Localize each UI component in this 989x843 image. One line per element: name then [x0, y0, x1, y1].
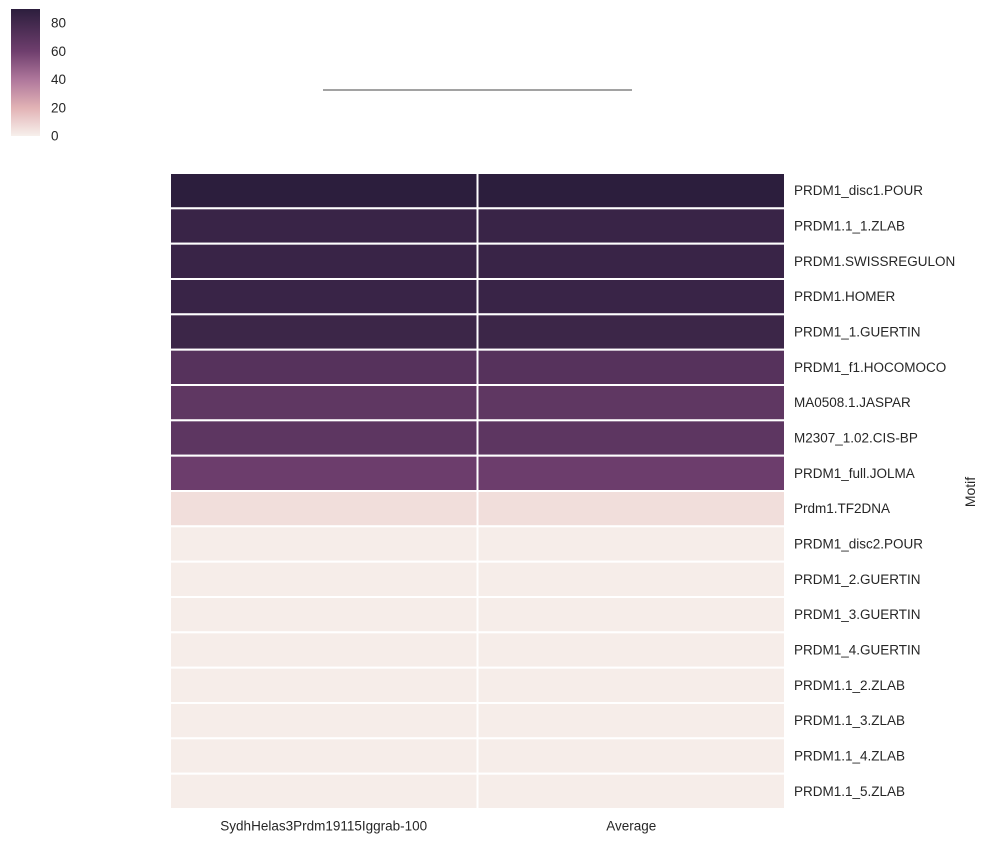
heatmap-cell — [169, 737, 479, 775]
heatmap-cell — [169, 384, 479, 422]
colorbar-gradient — [11, 9, 40, 136]
heatmap-cell — [476, 419, 786, 457]
row-labels: PRDM1_disc1.POUR PRDM1.1_1.ZLAB PRDM1.SWIS… — [794, 183, 955, 799]
heatmap-cell — [476, 490, 786, 528]
row-label: PRDM1_1.GUERTIN — [794, 325, 921, 340]
heatmap-cell — [169, 702, 479, 740]
heatmap-cell — [476, 596, 786, 634]
heatmap-cell — [169, 419, 479, 457]
heatmap-cell — [169, 560, 479, 599]
heatmap-cell — [476, 772, 786, 811]
row-label: PRDM1_disc2.POUR — [794, 537, 923, 552]
heatmap-cell — [476, 666, 786, 705]
heatmap-cell — [476, 242, 786, 281]
row-label: PRDM1.1_2.ZLAB — [794, 678, 905, 693]
colorbar-tick-label: 40 — [51, 72, 66, 87]
row-label: PRDM1_disc1.POUR — [794, 183, 923, 198]
heatmap-cell — [476, 525, 786, 563]
heatmap-cell — [169, 490, 479, 528]
column-label: Average — [606, 819, 656, 834]
row-label: MA0508.1.JASPAR — [794, 395, 911, 410]
row-label: M2307_1.02.CIS-BP — [794, 431, 918, 446]
heatmap-cell — [169, 631, 479, 669]
heatmap-cell — [476, 454, 786, 492]
heatmap-cell — [476, 278, 786, 316]
row-label: PRDM1.1_4.ZLAB — [794, 749, 905, 764]
heatmap-cell — [169, 278, 479, 316]
heatmap-cell — [476, 737, 786, 775]
heatmap-cells — [169, 172, 786, 811]
row-label: PRDM1.1_3.ZLAB — [794, 713, 905, 728]
row-label: Prdm1.TF2DNA — [794, 501, 890, 516]
heatmap-cell — [169, 596, 479, 634]
row-label: PRDM1.1_5.ZLAB — [794, 784, 905, 799]
colorbar-tick-label: 20 — [51, 100, 66, 115]
row-label: PRDM1.HOMER — [794, 289, 896, 304]
heatmap-cell — [169, 207, 479, 245]
colorbar-tick-label: 60 — [51, 44, 66, 59]
row-label: PRDM1.SWISSREGULON — [794, 254, 955, 269]
heatmap-cell — [476, 313, 786, 351]
row-label: PRDM1_f1.HOCOMOCO — [794, 360, 946, 375]
heatmap-cell — [476, 631, 786, 669]
heatmap-cell — [476, 560, 786, 599]
colorbar-tick-label: 80 — [51, 16, 66, 31]
heatmap-cell — [169, 313, 479, 351]
row-label: PRDM1_4.GUERTIN — [794, 643, 921, 658]
heatmap-cell — [169, 666, 479, 705]
heatmap-cell — [476, 702, 786, 740]
row-label: PRDM1_2.GUERTIN — [794, 572, 921, 587]
colorbar-tick-label: 0 — [51, 129, 59, 144]
heatmap-cell — [169, 454, 479, 492]
row-label: PRDM1.1_1.ZLAB — [794, 219, 905, 234]
y-axis-label: Motif — [962, 477, 978, 507]
heatmap-cell — [169, 242, 479, 281]
column-labels: SydhHelas3Prdm19115Iggrab-100 Average — [220, 819, 656, 834]
heatmap-cell — [476, 207, 786, 245]
heatmap-cell — [169, 348, 479, 386]
heatmap-cell — [476, 348, 786, 386]
row-label: PRDM1_full.JOLMA — [794, 466, 915, 481]
heatmap-cell — [169, 772, 479, 811]
colorbar: 0 20 40 60 80 — [11, 9, 66, 144]
heatmap-cell — [476, 172, 786, 210]
heatmap-cell — [169, 525, 479, 563]
heatmap-cell — [169, 172, 479, 210]
heatmap-cell — [476, 384, 786, 422]
column-label: SydhHelas3Prdm19115Iggrab-100 — [220, 819, 427, 834]
colorbar-ticks: 0 20 40 60 80 — [51, 16, 66, 144]
row-label: PRDM1_3.GUERTIN — [794, 607, 921, 622]
